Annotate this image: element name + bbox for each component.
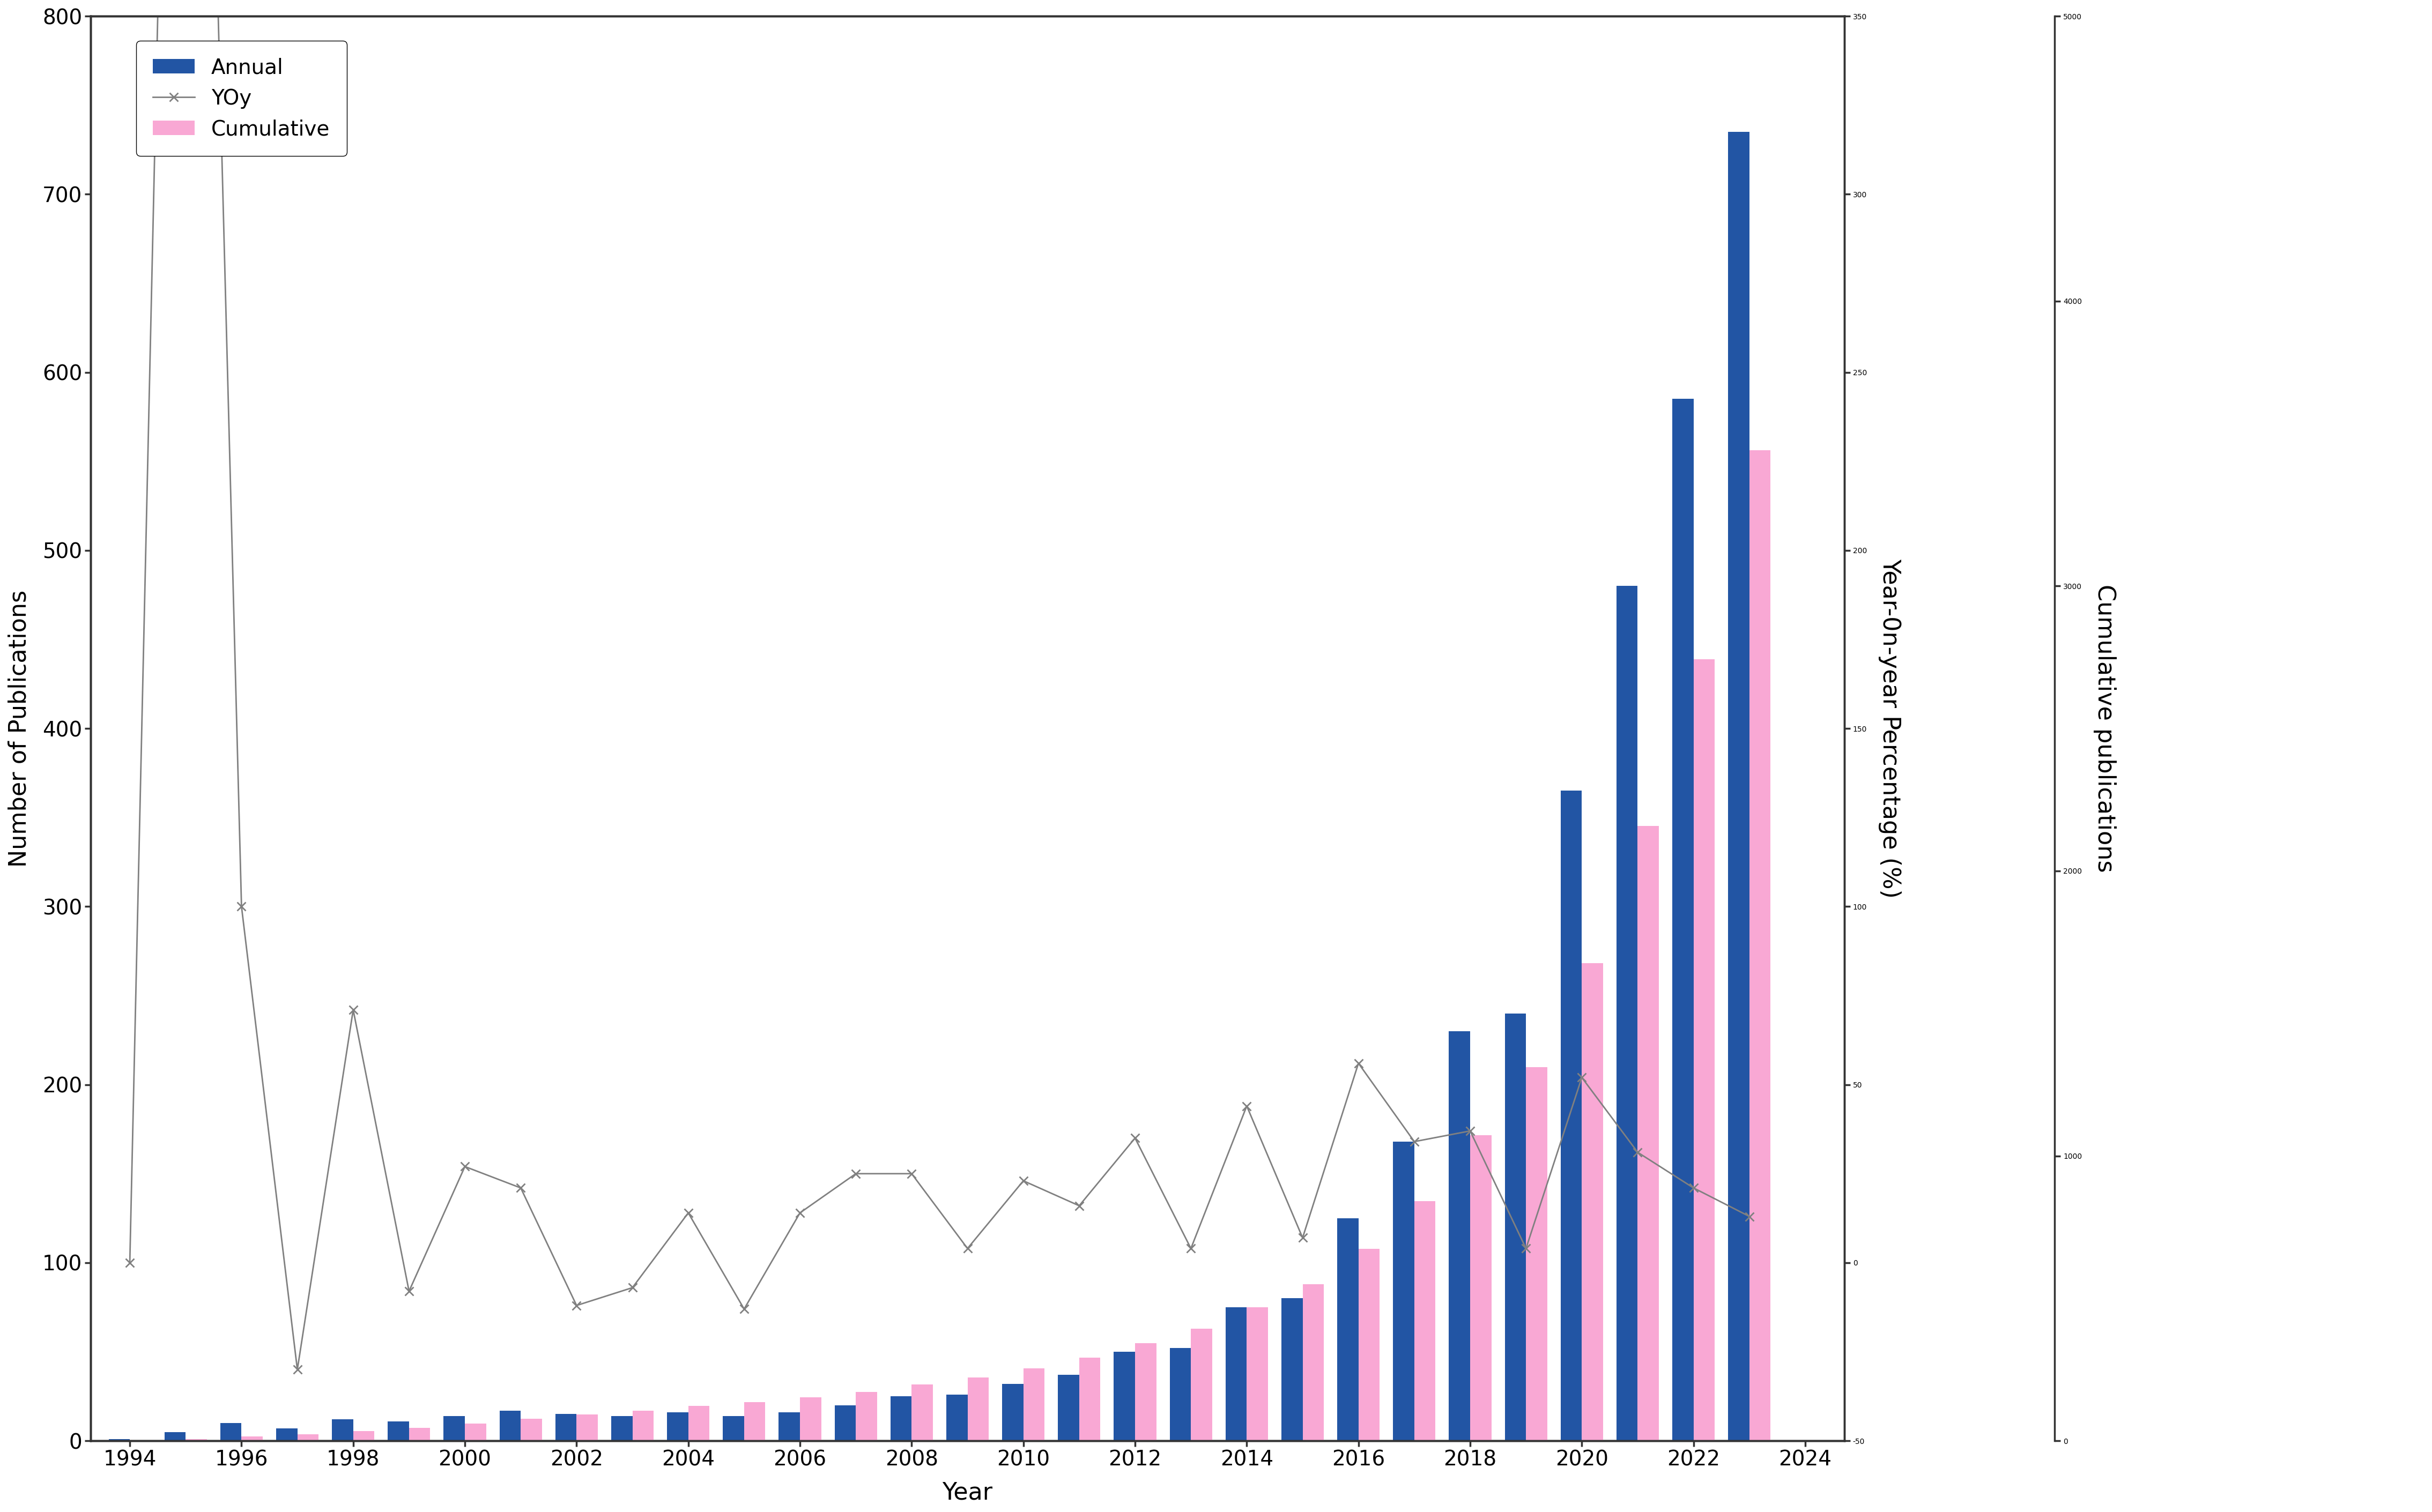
Bar xyxy=(1415,1201,1435,1441)
Bar xyxy=(1226,1308,1248,1441)
Bar xyxy=(185,1439,207,1441)
Bar xyxy=(443,1415,465,1441)
Bar xyxy=(499,1411,520,1441)
YOy xyxy=(674,1204,703,1222)
YOy xyxy=(1454,1122,1484,1140)
Y-axis label: Cumulative publications: Cumulative publications xyxy=(2094,585,2116,872)
Bar xyxy=(221,1423,241,1441)
YOy xyxy=(338,1001,367,1019)
Bar xyxy=(1693,659,1715,1441)
YOy xyxy=(506,1179,535,1198)
Bar xyxy=(1114,1352,1136,1441)
YOy xyxy=(1233,1096,1262,1114)
YOy xyxy=(562,1296,591,1314)
Line: YOy: YOy xyxy=(126,0,1753,1374)
Bar xyxy=(1561,791,1581,1441)
Bar xyxy=(632,1411,654,1441)
Bar xyxy=(968,1377,990,1441)
YOy xyxy=(1401,1132,1430,1151)
YOy xyxy=(450,1158,479,1176)
Y-axis label: Year-0n-year Percentage (%): Year-0n-year Percentage (%) xyxy=(1878,558,1902,898)
YOy xyxy=(1678,1179,1707,1198)
YOy xyxy=(1345,1054,1374,1072)
YOy xyxy=(1622,1143,1651,1161)
Bar xyxy=(297,1435,319,1441)
Y-axis label: Number of Publications: Number of Publications xyxy=(7,590,32,866)
Bar xyxy=(520,1418,542,1441)
Bar xyxy=(1749,451,1770,1441)
YOy xyxy=(618,1279,647,1297)
Bar xyxy=(1338,1219,1359,1441)
Bar xyxy=(1058,1374,1080,1441)
YOy xyxy=(897,1164,927,1182)
Bar xyxy=(165,1432,185,1441)
YOy xyxy=(1510,1240,1539,1258)
Bar xyxy=(1080,1358,1099,1441)
Bar xyxy=(1637,826,1659,1441)
Bar xyxy=(1449,1031,1469,1441)
Bar xyxy=(744,1402,766,1441)
YOy xyxy=(1065,1196,1094,1214)
Bar xyxy=(409,1427,430,1441)
Bar xyxy=(353,1430,375,1441)
Bar xyxy=(912,1385,934,1441)
YOy xyxy=(730,1300,759,1318)
YOy xyxy=(953,1240,983,1258)
Bar xyxy=(688,1406,710,1441)
Bar xyxy=(333,1420,353,1441)
Bar xyxy=(1673,399,1693,1441)
YOy xyxy=(1177,1240,1206,1258)
YOy xyxy=(282,1361,311,1379)
Bar xyxy=(1304,1284,1323,1441)
Bar xyxy=(1525,1067,1547,1441)
YOy xyxy=(1121,1129,1150,1148)
Bar xyxy=(1170,1349,1192,1441)
Bar xyxy=(1282,1299,1304,1441)
Bar xyxy=(1024,1368,1046,1441)
Bar xyxy=(1192,1329,1211,1441)
Bar xyxy=(856,1393,878,1441)
Bar xyxy=(1359,1249,1379,1441)
X-axis label: Year: Year xyxy=(941,1480,992,1504)
Bar xyxy=(241,1436,263,1441)
Bar xyxy=(109,1439,129,1441)
Bar xyxy=(834,1405,856,1441)
Bar xyxy=(1729,132,1749,1441)
Bar xyxy=(778,1412,800,1441)
Bar xyxy=(1505,1013,1525,1441)
Bar xyxy=(722,1415,744,1441)
Bar xyxy=(1469,1136,1491,1441)
Bar xyxy=(610,1415,632,1441)
Bar xyxy=(387,1421,409,1441)
Bar xyxy=(890,1396,912,1441)
YOy xyxy=(1289,1229,1318,1247)
Bar xyxy=(1248,1308,1267,1441)
YOy xyxy=(394,1282,423,1300)
YOy xyxy=(1566,1069,1595,1087)
Bar xyxy=(800,1397,822,1441)
Bar xyxy=(1136,1343,1155,1441)
Bar xyxy=(1617,587,1637,1441)
Legend: Annual, YOy, Cumulative: Annual, YOy, Cumulative xyxy=(136,41,348,156)
YOy xyxy=(841,1164,871,1182)
Bar xyxy=(277,1429,297,1441)
YOy xyxy=(786,1204,815,1222)
Bar xyxy=(1581,963,1603,1441)
Bar xyxy=(1002,1383,1024,1441)
Bar xyxy=(554,1414,576,1441)
YOy xyxy=(226,898,255,916)
Bar xyxy=(946,1394,968,1441)
YOy xyxy=(1734,1208,1763,1226)
Bar xyxy=(576,1415,598,1441)
Bar xyxy=(1394,1142,1415,1441)
Bar xyxy=(465,1424,486,1441)
Bar xyxy=(666,1412,688,1441)
YOy xyxy=(114,1253,143,1272)
YOy xyxy=(1009,1172,1038,1190)
